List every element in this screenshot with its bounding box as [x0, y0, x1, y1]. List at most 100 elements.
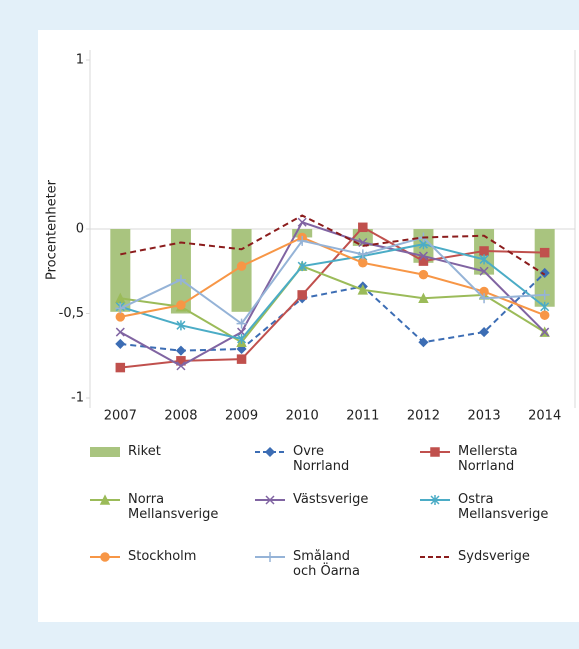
- marker-shape: [418, 256, 429, 266]
- marker-shape: [358, 258, 368, 268]
- marker: [479, 266, 489, 276]
- marker-shape: [430, 495, 440, 505]
- marker-shape: [539, 289, 550, 300]
- x-tick-label: 2010: [286, 409, 319, 424]
- x-tick-label: 2008: [164, 409, 197, 424]
- line: [119, 236, 545, 326]
- marker-shape: [297, 217, 307, 227]
- marker-shape: [115, 338, 126, 349]
- legend-label: Östra Mellansverige: [458, 492, 549, 522]
- marker: [265, 552, 275, 562]
- legend-label: Stockholm: [128, 549, 197, 564]
- marker-shape: [358, 222, 368, 233]
- bar: [110, 229, 131, 312]
- marker: [297, 217, 307, 227]
- marker-shape: [418, 269, 429, 280]
- marker: [418, 269, 429, 280]
- bar: [534, 229, 555, 307]
- legend-label: Riket: [128, 444, 161, 459]
- line: [120, 214, 546, 276]
- legend-label: Sydsverige: [458, 549, 530, 564]
- legend-entry: Småland och Öarna: [293, 549, 360, 579]
- y-tick-label: -0,5: [59, 306, 84, 321]
- marker: [539, 310, 550, 320]
- marker-shape: [237, 333, 247, 344]
- marker-shape: [176, 320, 186, 331]
- marker: [236, 354, 247, 364]
- marker-shape: [115, 303, 126, 314]
- y-axis-label: Procentenheter: [45, 179, 60, 280]
- marker: [479, 254, 489, 265]
- marker-shape: [236, 354, 247, 364]
- marker: [176, 361, 186, 371]
- marker: [176, 320, 186, 331]
- marker: [115, 312, 126, 322]
- marker: [540, 327, 550, 337]
- line: [120, 272, 546, 352]
- legend-entry: Östra Mellansverige: [458, 492, 549, 522]
- marker-shape: [175, 345, 186, 356]
- marker: [357, 284, 369, 295]
- y-tick-label: 1: [76, 53, 84, 68]
- marker: [358, 222, 368, 233]
- marker-shape: [115, 362, 126, 373]
- line: [120, 264, 546, 344]
- marker-shape: [236, 261, 247, 271]
- marker: [175, 345, 186, 356]
- bar: [170, 229, 191, 314]
- legend-label: Mellersta Norrland: [458, 444, 518, 474]
- marker: [297, 290, 307, 300]
- marker-shape: [297, 290, 307, 300]
- marker-shape: [479, 266, 489, 276]
- marker: [539, 247, 550, 258]
- x-tick-label: 2011: [346, 409, 379, 424]
- marker-shape: [418, 337, 429, 348]
- marker-shape: [176, 300, 186, 310]
- marker: [540, 301, 550, 312]
- legend-entry: Sydsverige: [458, 549, 530, 564]
- legend-entry: Riket: [128, 444, 161, 459]
- marker-shape: [115, 312, 126, 322]
- line: [119, 221, 546, 368]
- marker-shape: [100, 552, 110, 562]
- marker-shape: [357, 249, 368, 260]
- marker: [236, 343, 247, 355]
- marker-shape: [479, 293, 490, 304]
- marker: [115, 327, 125, 337]
- marker: [297, 261, 307, 272]
- marker-shape: [115, 327, 125, 337]
- marker: [418, 251, 428, 261]
- marker: [430, 495, 440, 505]
- x-tick-label: 2014: [528, 409, 561, 424]
- legend-entry: Övre Norrland: [293, 444, 349, 474]
- marker: [297, 235, 308, 246]
- marker: [237, 333, 247, 344]
- legend-swatch: [90, 447, 120, 457]
- marker: [418, 337, 429, 348]
- marker-shape: [175, 274, 186, 285]
- y-tick-label: -1: [71, 391, 84, 406]
- x-tick-label: 2009: [225, 409, 258, 424]
- legend-entry: Mellersta Norrland: [458, 444, 518, 474]
- marker-shape: [236, 343, 247, 355]
- marker: [539, 267, 550, 279]
- marker-shape: [540, 327, 550, 337]
- marker: [236, 318, 247, 329]
- marker-shape: [99, 494, 111, 505]
- y-tick-label: 0: [76, 222, 84, 237]
- marker-shape: [539, 247, 550, 258]
- marker-shape: [479, 327, 490, 338]
- marker: [236, 261, 247, 271]
- marker-shape: [539, 310, 550, 320]
- marker: [115, 303, 126, 314]
- legend-entry: Västsverige: [293, 492, 368, 507]
- marker: [175, 274, 186, 285]
- marker-shape: [479, 246, 489, 256]
- marker-shape: [430, 447, 440, 457]
- marker: [115, 338, 126, 349]
- marker-shape: [297, 261, 307, 272]
- marker: [418, 292, 429, 304]
- marker-shape: [236, 318, 247, 329]
- line: [120, 243, 546, 340]
